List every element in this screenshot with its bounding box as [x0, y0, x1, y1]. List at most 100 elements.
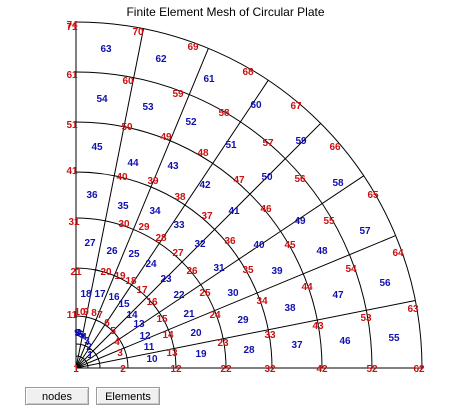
- node-label: 4: [114, 337, 120, 348]
- element-label: 32: [194, 239, 206, 250]
- mesh-radial: [75, 175, 364, 369]
- node-label: 30: [118, 219, 130, 230]
- node-label: 48: [197, 148, 209, 159]
- element-label: 35: [117, 201, 129, 212]
- node-label: 40: [116, 172, 128, 183]
- element-label: 14: [126, 310, 138, 321]
- element-label: 19: [195, 349, 207, 360]
- node-label: 36: [224, 236, 236, 247]
- element-label: 29: [237, 315, 249, 326]
- node-label: 5: [110, 326, 116, 337]
- node-label: 33: [264, 330, 276, 341]
- element-label: 2: [86, 342, 92, 353]
- node-label: 42: [316, 364, 328, 375]
- element-label: 24: [145, 259, 157, 270]
- node-label: 60: [122, 76, 134, 87]
- element-label: 44: [127, 158, 139, 169]
- element-label: 30: [227, 288, 239, 299]
- node-label: 70: [132, 27, 144, 38]
- node-label: 61: [66, 70, 78, 81]
- node-label: 44: [301, 282, 313, 293]
- element-label: 8: [75, 328, 81, 339]
- node-label: 57: [262, 138, 274, 149]
- element-label: 3: [84, 336, 90, 347]
- element-label: 40: [253, 240, 265, 251]
- node-label: 68: [242, 67, 254, 78]
- node-label: 43: [312, 321, 324, 332]
- element-label: 63: [100, 44, 112, 55]
- node-label: 74: [66, 20, 78, 31]
- node-label: 51: [66, 120, 78, 131]
- element-label: 6: [77, 329, 83, 340]
- nodes-button[interactable]: nodes: [25, 387, 89, 405]
- element-label: 37: [291, 340, 303, 351]
- element-label: 56: [379, 278, 391, 289]
- node-label: 55: [323, 216, 335, 227]
- element-label: 33: [173, 220, 185, 231]
- element-label: 59: [295, 136, 307, 147]
- element-label: 12: [139, 331, 151, 342]
- node-label: 23: [217, 338, 229, 349]
- node-label: 14: [162, 330, 174, 341]
- element-label: 25: [128, 249, 140, 260]
- node-label: 7: [97, 310, 103, 321]
- node-label: 34: [256, 296, 268, 307]
- mesh-radial: [75, 28, 144, 369]
- node-label: 31: [68, 217, 80, 228]
- element-label: 53: [142, 102, 154, 113]
- element-label: 9: [74, 328, 80, 339]
- element-label: 38: [284, 303, 296, 314]
- node-label: 45: [284, 240, 296, 251]
- element-label: 13: [133, 319, 145, 330]
- element-label: 18: [80, 289, 92, 300]
- node-label: 28: [155, 233, 167, 244]
- element-label: 27: [84, 238, 96, 249]
- mesh-lines: [75, 21, 423, 369]
- node-label: 26: [186, 266, 198, 277]
- node-label: 49: [160, 132, 172, 143]
- node-label: 18: [125, 276, 137, 287]
- element-label: 45: [91, 142, 103, 153]
- node-label: 17: [136, 285, 148, 296]
- page-title: Finite Element Mesh of Circular Plate: [126, 5, 325, 19]
- element-label: 60: [250, 100, 262, 111]
- element-label: 23: [160, 274, 172, 285]
- node-label: 38: [174, 192, 186, 203]
- node-label: 64: [392, 248, 404, 259]
- element-label: 54: [96, 94, 108, 105]
- element-label: 48: [316, 246, 328, 257]
- element-label: 28: [243, 345, 255, 356]
- element-label: 4: [81, 332, 87, 343]
- node-label: 52: [366, 364, 378, 375]
- mesh-radial: [75, 80, 269, 369]
- node-label: 62: [413, 364, 425, 375]
- element-label: 15: [118, 299, 130, 310]
- node-label: 29: [138, 222, 150, 233]
- node-label: 41: [66, 166, 78, 177]
- node-label: 20: [100, 267, 112, 278]
- node-label: 22: [220, 364, 232, 375]
- node-label: 25: [199, 288, 211, 299]
- node-label: 71: [66, 22, 78, 33]
- node-label: 24: [209, 310, 221, 321]
- node-label: 6: [104, 318, 110, 329]
- element-label: 47: [332, 290, 344, 301]
- node-label: 67: [290, 101, 302, 112]
- node-label: 11: [67, 310, 78, 321]
- node-label: 56: [294, 174, 306, 185]
- element-label: 55: [388, 333, 400, 344]
- node-label: 10: [74, 307, 86, 318]
- node-label: 1: [73, 364, 79, 375]
- node-label: 16: [146, 297, 158, 308]
- element-label: 20: [190, 328, 202, 339]
- mesh-radial: [75, 235, 396, 369]
- node-label: 69: [187, 42, 199, 53]
- element-label: 1: [87, 350, 93, 361]
- node-label: 2: [120, 364, 126, 375]
- element-label: 10: [146, 354, 158, 365]
- element-label: 36: [86, 190, 98, 201]
- node-label: 15: [156, 314, 168, 325]
- node-label: 53: [360, 313, 372, 324]
- element-label: 62: [155, 54, 167, 65]
- elements-button[interactable]: Elements: [96, 387, 160, 405]
